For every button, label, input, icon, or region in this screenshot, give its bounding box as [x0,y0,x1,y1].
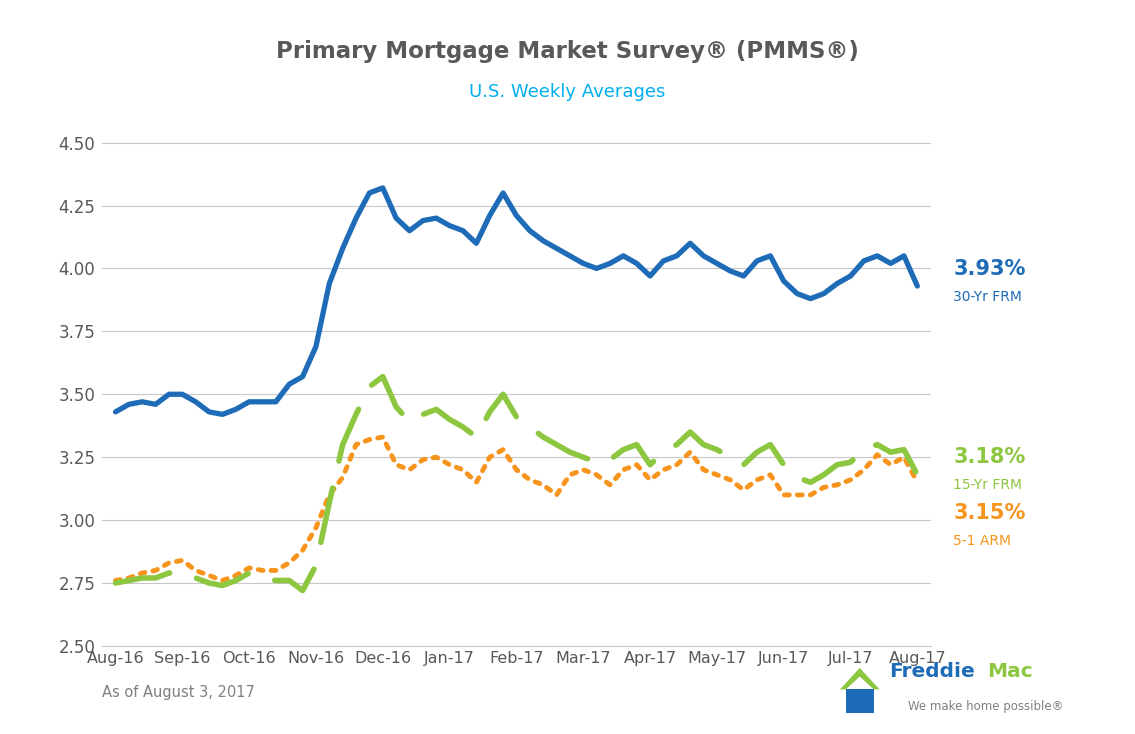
Text: U.S. Weekly Averages: U.S. Weekly Averages [469,83,666,101]
Text: Mac: Mac [987,662,1033,681]
Text: 3.15%: 3.15% [953,503,1026,523]
Text: 30-Yr FRM: 30-Yr FRM [953,290,1023,304]
FancyBboxPatch shape [846,689,874,713]
Text: We make home possible®: We make home possible® [908,700,1063,713]
Text: 3.93%: 3.93% [953,258,1026,279]
Text: Freddie: Freddie [889,662,975,681]
Text: 15-Yr FRM: 15-Yr FRM [953,479,1023,493]
Text: 5-1 ARM: 5-1 ARM [953,534,1011,548]
Text: 3.18%: 3.18% [953,448,1026,468]
Polygon shape [840,668,880,689]
Text: Primary Mortgage Market Survey® (PMMS®): Primary Mortgage Market Survey® (PMMS®) [276,40,859,63]
Text: As of August 3, 2017: As of August 3, 2017 [102,686,255,700]
